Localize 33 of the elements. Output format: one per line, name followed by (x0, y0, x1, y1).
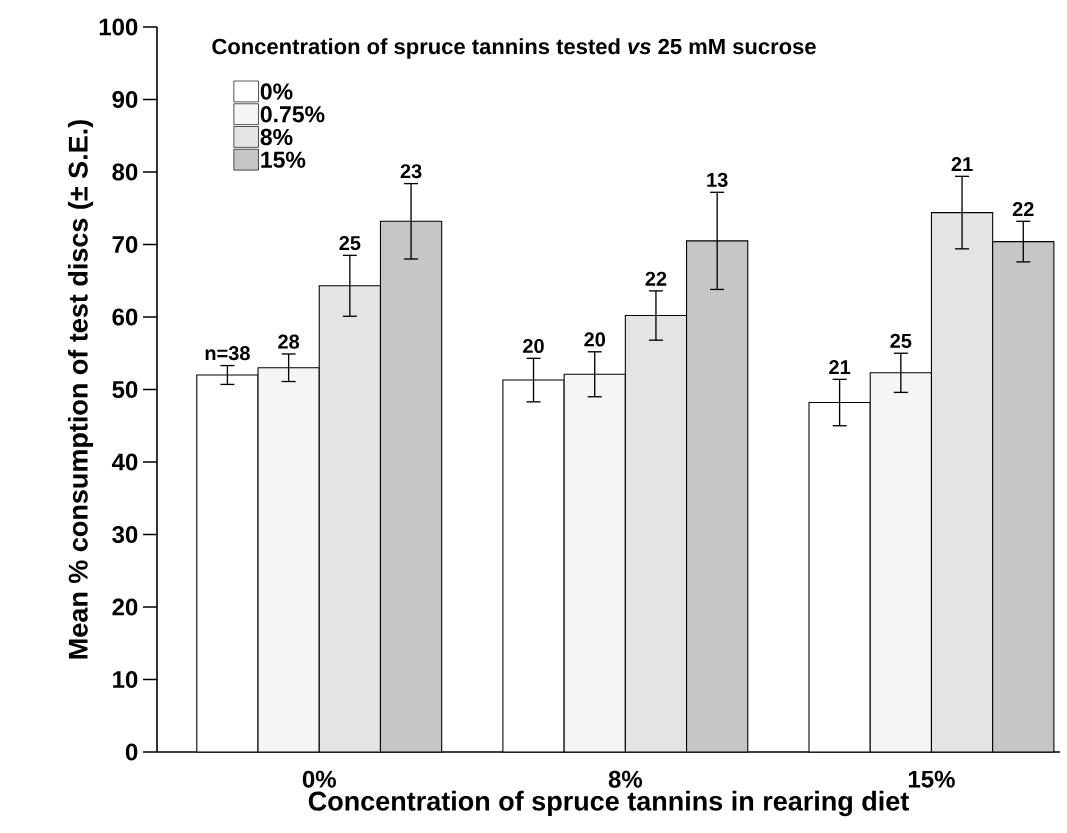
legend-label: 8% (260, 128, 293, 146)
legend-label: 0% (260, 83, 293, 100)
y-tick-label: 10 (113, 670, 138, 688)
annotation: 20 (523, 338, 544, 354)
y-axis-title: Mean % consumption of test discs (± S.E.) (67, 120, 94, 659)
annotation: 22 (1012, 202, 1034, 217)
annotation: 20 (584, 332, 606, 347)
annotation: 23 (400, 164, 422, 179)
annotation: 22 (645, 271, 667, 286)
legend-label: 15% (261, 151, 306, 168)
x-tick-label: 8% (608, 770, 643, 788)
annotation: 25 (339, 235, 361, 251)
y-tick-label: 60 (112, 308, 138, 326)
legend-label: 0.75% (260, 106, 325, 123)
annotation: 28 (278, 334, 300, 349)
x-axis-title: Concentration of spruce tannins in rearing diet (308, 790, 909, 817)
y-tick-label: 100 (99, 18, 138, 36)
y-tick-label: 30 (112, 525, 138, 544)
annotation: 25 (890, 333, 912, 348)
y-tick-label: 40 (111, 453, 138, 471)
y-tick-label: 80 (112, 163, 138, 181)
legend-title: Concentration of spruce tannins tested vs 25 mM sucrose (212, 38, 816, 59)
x-tick-label: 0% (302, 770, 336, 788)
y-tick-label: 70 (112, 235, 138, 253)
annotation: 21 (829, 360, 851, 375)
y-tick-label: 90 (112, 90, 138, 108)
y-tick-label: 0 (125, 743, 138, 761)
y-tick-label: 20 (112, 598, 138, 616)
y-tick-label: 50 (112, 380, 138, 398)
annotation: 13 (707, 172, 728, 188)
annotation: 21 (951, 157, 973, 172)
x-tick-label: 15% (908, 770, 955, 788)
annotation: n=38 (205, 346, 250, 361)
